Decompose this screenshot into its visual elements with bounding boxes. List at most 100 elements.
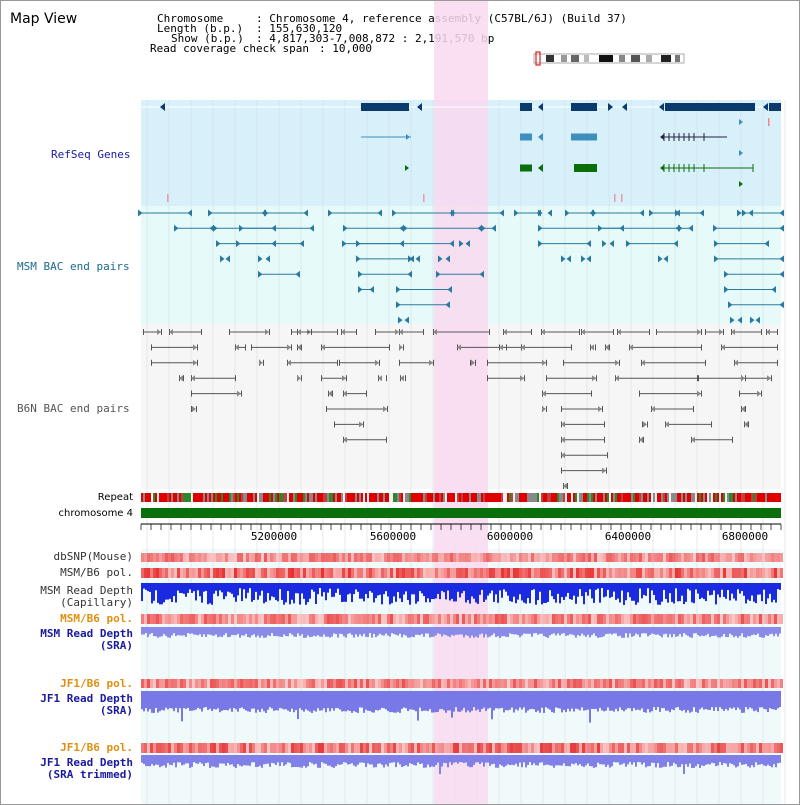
- pair-end: [269, 329, 270, 335]
- depth-bar: [323, 583, 325, 593]
- depth-bar: [313, 627, 315, 636]
- depth-bar: [593, 691, 595, 709]
- pair-end: [701, 329, 702, 335]
- pol-cell: [213, 743, 216, 753]
- pol-cell: [210, 743, 213, 753]
- depth-bar: [489, 627, 491, 637]
- coverage-value: : 10,000: [319, 42, 372, 55]
- arrow-right: [192, 406, 196, 412]
- dbsnp-cell: [711, 553, 714, 562]
- arrow-left: [622, 103, 627, 111]
- depth-bar: [345, 627, 347, 638]
- depth-bar: [231, 627, 233, 636]
- depth-bar: [573, 583, 575, 596]
- pol-cell: [528, 743, 531, 753]
- repeat-element: [623, 493, 625, 502]
- depth-bar: [413, 691, 415, 711]
- repeat-element: [763, 493, 765, 502]
- repeat-element: [745, 493, 747, 502]
- depth-bar: [647, 755, 649, 767]
- depth-bar: [237, 691, 239, 712]
- pol-cell: [636, 614, 639, 624]
- pol-cell: [240, 568, 243, 578]
- gene-block: [520, 103, 532, 111]
- depth-bar: [561, 755, 563, 766]
- depth-bar: [299, 627, 301, 636]
- arrow-right: [356, 255, 361, 263]
- dbsnp-cell: [348, 553, 351, 562]
- pol-cell: [249, 679, 252, 688]
- depth-bar: [559, 583, 561, 604]
- depth-bar: [221, 583, 223, 593]
- dbsnp-cell: [276, 553, 279, 562]
- arrow-left: [328, 390, 332, 397]
- repeat-element: [485, 493, 487, 502]
- pol-cell: [222, 568, 225, 578]
- dbsnp-cell: [621, 553, 624, 562]
- depth-bar: [193, 583, 195, 592]
- pol-cell: [741, 679, 744, 688]
- depth-bar: [387, 583, 389, 597]
- depth-bar: [775, 755, 777, 768]
- pol-cell: [762, 679, 765, 688]
- pol-cell: [483, 614, 486, 624]
- pol-cell: [204, 679, 207, 688]
- depth-bar: [739, 583, 741, 594]
- repeat-element: [461, 493, 463, 502]
- pol-cell: [762, 568, 765, 578]
- pair-end: [363, 421, 364, 428]
- pol-cell: [501, 743, 504, 753]
- depth-bar: [211, 627, 213, 636]
- depth-bar: [761, 627, 763, 638]
- depth-bar: [617, 583, 619, 599]
- depth-bar: [563, 583, 565, 601]
- dbsnp-cell: [729, 553, 732, 562]
- depth-bar: [705, 627, 707, 636]
- pol-cell: [228, 568, 231, 578]
- pol-cell: [762, 614, 765, 624]
- depth-bar: [755, 627, 757, 636]
- depth-bar: [251, 627, 253, 636]
- depth-bar: [269, 627, 271, 637]
- repeat-element: [335, 493, 337, 502]
- repeat-element: [573, 493, 575, 502]
- depth-bar: [297, 627, 299, 634]
- tick-mark: [768, 118, 770, 126]
- depth-bar: [399, 627, 401, 634]
- pol-cell: [777, 743, 780, 753]
- depth-bar: [299, 691, 301, 709]
- pol-cell: [258, 679, 261, 688]
- depth-bar: [389, 691, 391, 713]
- depth-bar: [213, 583, 215, 594]
- depth-bar: [241, 583, 243, 602]
- pair-end: [321, 375, 322, 382]
- repeat-element: [153, 493, 155, 502]
- repeat-element: [293, 493, 295, 502]
- pol-cell: [453, 614, 456, 624]
- repeat-element: [621, 493, 623, 502]
- pol-cell: [198, 614, 201, 624]
- repeat-element: [501, 493, 503, 502]
- pol-cell: [504, 614, 507, 624]
- arrow-right: [193, 359, 197, 366]
- pol-cell: [618, 568, 621, 578]
- depth-bar: [377, 627, 379, 636]
- pol-cell: [576, 679, 579, 688]
- depth-bar: [147, 627, 149, 638]
- arrow-right: [208, 209, 213, 217]
- arrow-right: [239, 224, 244, 232]
- pol-cell: [360, 614, 363, 624]
- arrow-left: [629, 344, 633, 351]
- depth-bar: [661, 691, 663, 709]
- pol-cell: [141, 679, 144, 688]
- depth-bar: [535, 691, 537, 713]
- dbsnp-cell: [300, 553, 303, 562]
- pol-cell: [237, 568, 240, 578]
- repeat-element: [665, 493, 667, 502]
- depth-bar: [467, 583, 469, 601]
- depth-bar: [741, 691, 743, 713]
- arrow-left: [590, 344, 594, 351]
- depth-bar: [517, 691, 519, 711]
- depth-bar: [339, 583, 341, 595]
